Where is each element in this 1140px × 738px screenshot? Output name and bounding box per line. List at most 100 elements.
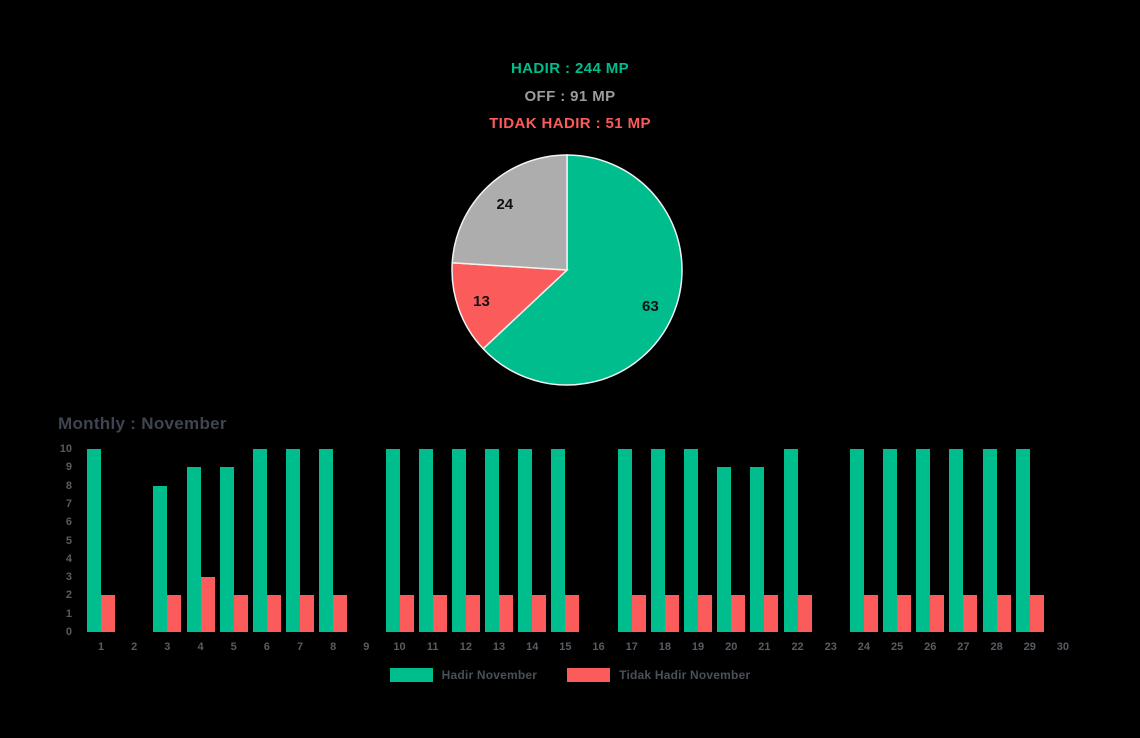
bar-hadir-november-day-18[interactable]	[650, 449, 665, 632]
y-axis-tick-label: 6	[65, 516, 72, 529]
bar-tidak-hadir-november-day-27[interactable]	[963, 595, 978, 632]
bar-tidak-hadir-november-day-20[interactable]	[731, 595, 746, 632]
x-axis-day-label: 6	[263, 641, 270, 653]
y-axis-tick-label: 9	[65, 461, 72, 474]
bar-hadir-november-day-3[interactable]	[153, 485, 168, 632]
y-axis-tick-label: 8	[65, 479, 72, 492]
bar-hadir-november-day-28[interactable]	[982, 449, 997, 632]
legend-swatch-tidak-hadir	[567, 668, 611, 682]
bar-hadir-november-day-17[interactable]	[617, 449, 632, 632]
x-axis-day-label: 13	[492, 641, 506, 653]
bar-tidak-hadir-november-day-19[interactable]	[698, 595, 713, 632]
bar-tidak-hadir-november-day-25[interactable]	[897, 595, 912, 632]
x-axis-day-label: 21	[758, 641, 771, 653]
bar-hadir-november-day-29[interactable]	[1015, 449, 1030, 632]
x-axis-day-label: 26	[924, 641, 937, 653]
summary-hadir: HADIR : 244 MP	[510, 60, 630, 77]
x-axis-day-label: 27	[957, 641, 970, 653]
bar-hadir-november-day-1[interactable]	[87, 449, 101, 632]
bar-hadir-november-day-7[interactable]	[286, 449, 301, 632]
bar-tidak-hadir-november-day-5[interactable]	[233, 595, 248, 632]
legend-label-tidak-hadir: Tidak Hadir November	[619, 668, 751, 682]
x-axis-day-label: 2	[131, 641, 138, 653]
bar-hadir-november-day-15[interactable]	[551, 449, 566, 632]
x-axis-day-label: 19	[691, 641, 705, 653]
x-axis-day-label: 15	[559, 641, 572, 653]
pie-slice-off[interactable]	[451, 154, 568, 271]
bar-hadir-november-day-12[interactable]	[451, 449, 466, 632]
y-axis-tick-label: 10	[59, 443, 72, 455]
x-axis-day-label: 3	[164, 641, 171, 653]
legend-swatch-hadir	[389, 668, 433, 682]
x-axis-day-label: 16	[592, 641, 605, 653]
bar-hadir-november-day-19[interactable]	[684, 449, 699, 632]
bar-tidak-hadir-november-day-1[interactable]	[101, 595, 115, 632]
y-axis-tick-label: 2	[65, 589, 72, 602]
bar-hadir-november-day-5[interactable]	[219, 467, 234, 632]
bar-hadir-november-day-13[interactable]	[485, 449, 500, 632]
bar-hadir-november-day-10[interactable]	[385, 449, 400, 632]
bar-hadir-november-day-22[interactable]	[783, 449, 798, 632]
x-axis-day-label: 24	[857, 641, 871, 653]
bar-hadir-november-day-4[interactable]	[186, 467, 201, 632]
bar-tidak-hadir-november-day-8[interactable]	[333, 595, 348, 632]
bar-tidak-hadir-november-day-3[interactable]	[167, 595, 182, 632]
bar-tidak-hadir-november-day-11[interactable]	[432, 595, 447, 632]
bar-tidak-hadir-november-day-10[interactable]	[399, 595, 414, 632]
bar-hadir-november-day-14[interactable]	[518, 449, 533, 632]
y-axis-tick-label: 3	[65, 571, 72, 584]
bar-tidak-hadir-november-day-26[interactable]	[930, 595, 945, 632]
x-axis-day-label: 8	[330, 641, 337, 653]
bar-hadir-november-day-24[interactable]	[849, 449, 864, 632]
pie-slice-tidak-hadir[interactable]	[451, 261, 569, 350]
bar-chart-title: Monthly : November	[58, 414, 227, 433]
y-axis-tick-label: 7	[65, 497, 72, 510]
bar-tidak-hadir-november-day-21[interactable]	[764, 595, 779, 632]
y-axis-tick-label: 1	[65, 607, 72, 620]
bar-hadir-november-day-6[interactable]	[252, 449, 267, 632]
pie-value-label: 24	[496, 196, 513, 213]
x-axis-day-label: 5	[230, 641, 237, 653]
pie-slice-hadir[interactable]	[482, 154, 683, 386]
legend-label-hadir: Hadir November	[441, 668, 538, 682]
bar-hadir-november-day-26[interactable]	[916, 449, 931, 632]
x-axis-day-label: 23	[824, 641, 837, 653]
bar-hadir-november-day-8[interactable]	[319, 449, 334, 632]
x-axis-day-label: 12	[459, 641, 472, 653]
bar-tidak-hadir-november-day-14[interactable]	[532, 595, 547, 632]
bar-tidak-hadir-november-day-28[interactable]	[996, 595, 1011, 632]
bar-tidak-hadir-november-day-22[interactable]	[797, 595, 812, 632]
bar-hadir-november-day-21[interactable]	[750, 467, 765, 632]
x-axis-day-label: 30	[1056, 641, 1070, 653]
pie-value-label: 63	[642, 298, 659, 315]
x-axis-day-label: 9	[363, 641, 370, 653]
bar-hadir-november-day-25[interactable]	[883, 449, 898, 632]
bar-tidak-hadir-november-day-24[interactable]	[863, 595, 878, 632]
bar-tidak-hadir-november-day-7[interactable]	[300, 595, 315, 632]
x-axis-day-label: 20	[725, 641, 738, 653]
bar-tidak-hadir-november-day-15[interactable]	[565, 595, 580, 632]
bar-tidak-hadir-november-day-6[interactable]	[266, 595, 281, 632]
bar-tidak-hadir-november-day-4[interactable]	[200, 577, 215, 632]
bar-hadir-november-day-11[interactable]	[418, 449, 433, 632]
bar-hadir-november-day-27[interactable]	[949, 449, 964, 632]
x-axis-day-label: 18	[658, 641, 671, 653]
x-axis-day-label: 11	[426, 641, 439, 653]
bar-hadir-november-day-20[interactable]	[717, 467, 732, 632]
legend-item-tidak-hadir[interactable]: Tidak Hadir November	[567, 668, 750, 682]
bar-tidak-hadir-november-day-29[interactable]	[1029, 595, 1044, 632]
y-axis-tick-label: 4	[65, 552, 72, 565]
bar-tidak-hadir-november-day-12[interactable]	[465, 595, 480, 632]
bar-tidak-hadir-november-day-18[interactable]	[664, 595, 679, 632]
x-axis-day-label: 29	[1023, 641, 1036, 653]
pie-value-label: 13	[473, 293, 490, 310]
bar-tidak-hadir-november-day-17[interactable]	[631, 595, 646, 632]
y-axis-tick-label: 0	[65, 626, 72, 638]
x-axis-day-label: 28	[990, 641, 1003, 653]
y-axis-tick-label: 5	[65, 534, 72, 547]
x-axis-day-label: 22	[791, 641, 804, 653]
legend-item-hadir[interactable]: Hadir November	[389, 668, 538, 682]
bar-tidak-hadir-november-day-13[interactable]	[499, 595, 514, 632]
